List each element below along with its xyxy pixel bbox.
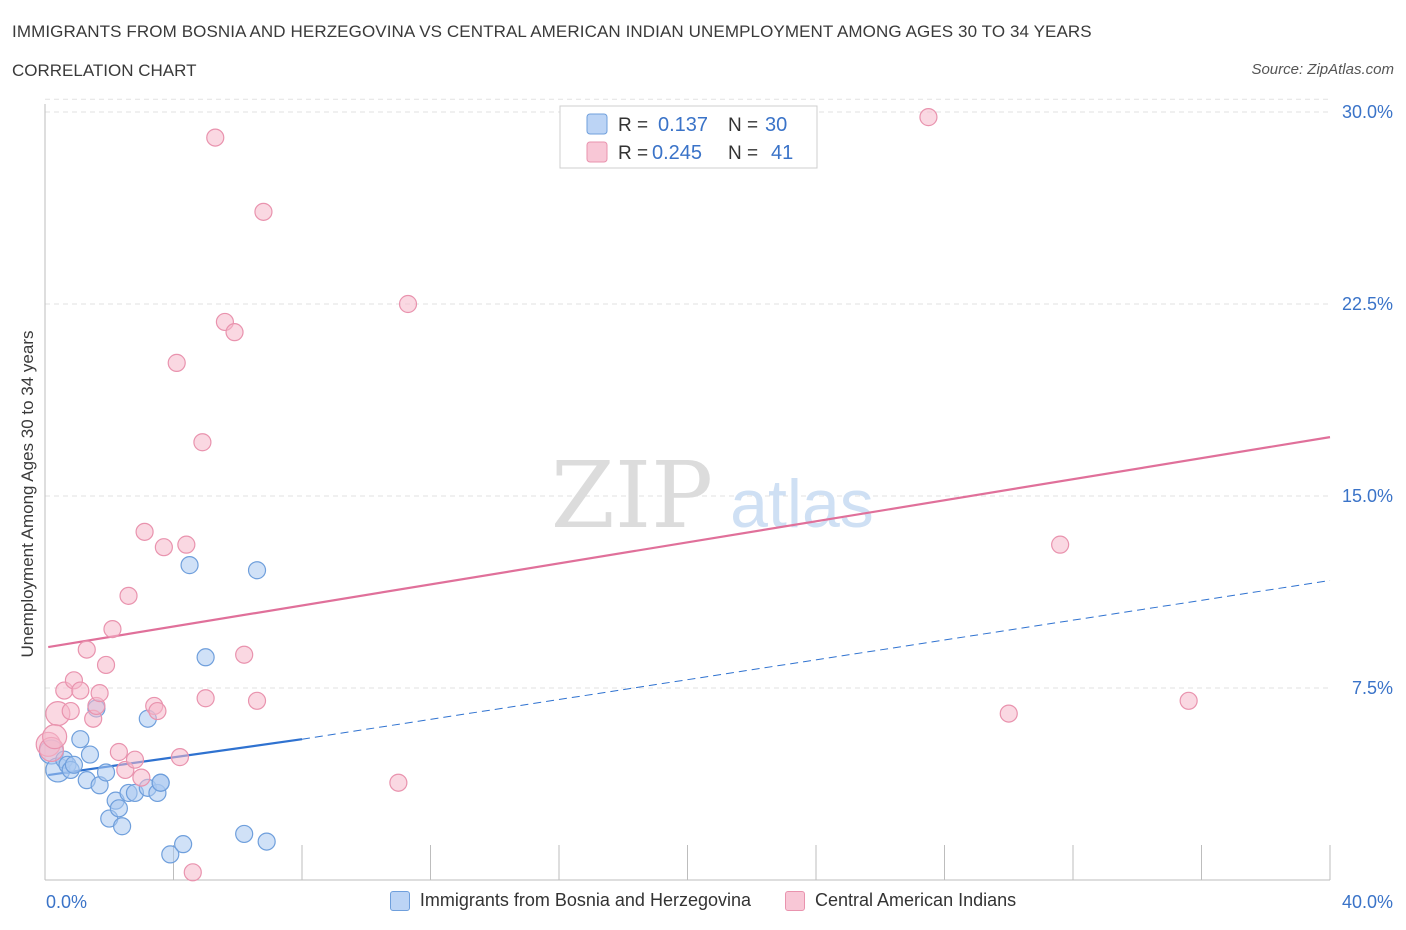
- legend-swatch-blue: [586, 113, 608, 135]
- cai-point-40: [42, 724, 68, 750]
- cai-point-33: [254, 202, 273, 221]
- bosnia-point-22: [257, 832, 276, 851]
- bosnia-point-5: [71, 730, 90, 749]
- bosnia-point-25: [196, 648, 215, 667]
- y-tick-label-1: 15.0%: [1342, 486, 1393, 506]
- bosnia-point-20: [174, 835, 193, 854]
- y-tick-label-3: 30.0%: [1342, 102, 1393, 122]
- legend-r-label-1: R =: [618, 143, 648, 164]
- cai-point-15: [119, 586, 138, 605]
- y-tick-labels: 7.5% 15.0% 22.5% 30.0%: [1342, 102, 1393, 698]
- legend-r-label-0: R =: [618, 115, 648, 136]
- cai-point-36: [919, 108, 938, 127]
- bosnia-point-26: [180, 556, 199, 575]
- cai-point-38: [1051, 535, 1070, 554]
- data-points: [35, 108, 1198, 882]
- legend-item-central-american-indians: Central American Indians: [785, 890, 1016, 911]
- watermark: ZIP atlas: [551, 442, 874, 549]
- cai-point-37: [999, 704, 1018, 723]
- bosnia-point-9: [96, 763, 116, 782]
- cai-point-31: [235, 645, 254, 664]
- cai-point-26: [193, 433, 212, 452]
- cai-point-25: [183, 863, 202, 882]
- cai-point-12: [103, 620, 122, 639]
- cai-point-18: [135, 522, 154, 541]
- watermark-zip: ZIP: [551, 442, 713, 549]
- x-tick-labels: 0.0% 40.0%: [46, 892, 1393, 912]
- cai-point-21: [154, 538, 173, 557]
- legend-n-label-0: N =: [728, 115, 758, 136]
- bosnia-point-7: [80, 745, 100, 764]
- cai-point-11: [96, 655, 116, 675]
- bosnia-point-13: [112, 817, 132, 836]
- cai-point-27: [196, 689, 215, 708]
- cai-point-28: [206, 128, 225, 147]
- watermark-atlas: atlas: [730, 466, 874, 542]
- legend-n-value-0: 30: [765, 114, 787, 136]
- bosnia-point-27: [247, 561, 267, 580]
- legend-label-central-american-indians: Central American Indians: [815, 890, 1017, 910]
- cai-point-39: [1179, 691, 1198, 710]
- cai-point-6: [71, 681, 90, 700]
- source-credit: Source: ZipAtlas.com: [1251, 61, 1394, 78]
- cai-trend-line: [48, 436, 1331, 649]
- legend-label-bosnia: Immigrants from Bosnia and Herzegovina: [419, 890, 752, 910]
- cai-point-10: [90, 684, 109, 703]
- bosnia-trend-extension: [301, 579, 1331, 740]
- legend-r-value-1: 0.245: [652, 142, 702, 164]
- legend-item-bosnia: Immigrants from Bosnia and Herzegovina: [389, 890, 752, 911]
- y-axis-label: Unemployment Among Ages 30 to 34 years: [18, 331, 37, 658]
- cai-point-35: [398, 294, 418, 314]
- cai-point-24: [177, 535, 196, 554]
- y-tick-label-2: 22.5%: [1342, 294, 1393, 314]
- y-tick-label-0: 7.5%: [1352, 678, 1393, 698]
- legend-swatch-central-american-indians: [785, 890, 806, 911]
- cai-point-22: [167, 353, 186, 372]
- cai-point-23: [170, 748, 190, 767]
- legend-r-value-0: 0.137: [658, 114, 708, 136]
- legend-n-value-1: 41: [771, 142, 793, 164]
- cai-point-4: [61, 701, 80, 721]
- x-tick-label-max: 40.0%: [1342, 892, 1393, 912]
- legend-swatch-pink: [586, 141, 608, 163]
- bosnia-point-19: [161, 845, 180, 864]
- x-tick-label-min: 0.0%: [46, 892, 87, 912]
- bosnia-point-21: [235, 824, 254, 844]
- cai-point-17: [132, 768, 151, 787]
- cai-point-32: [247, 691, 267, 710]
- bosnia-point-28: [151, 773, 170, 792]
- series-legend: Immigrants from Bosnia and Herzegovina C…: [0, 890, 1406, 911]
- axes: [44, 104, 1331, 881]
- cai-point-34: [389, 773, 408, 792]
- cai-point-13: [109, 742, 128, 762]
- bosnia-point-29: [64, 755, 84, 774]
- stats-legend: R = 0.137 N = 30 R = 0.245 N = 41: [559, 105, 818, 169]
- cai-point-7: [77, 640, 96, 659]
- grid: [45, 98, 1330, 689]
- chart-title: IMMIGRANTS FROM BOSNIA AND HERZEGOVINA V…: [12, 22, 1092, 41]
- cai-point-16: [125, 750, 145, 769]
- cai-point-30: [225, 323, 244, 342]
- legend-swatch-bosnia: [389, 890, 410, 911]
- legend-n-label-1: N =: [728, 143, 758, 164]
- chart-subtitle: CORRELATION CHART: [12, 61, 197, 80]
- bosnia-point-12: [109, 799, 128, 818]
- cai-point-20: [148, 701, 167, 721]
